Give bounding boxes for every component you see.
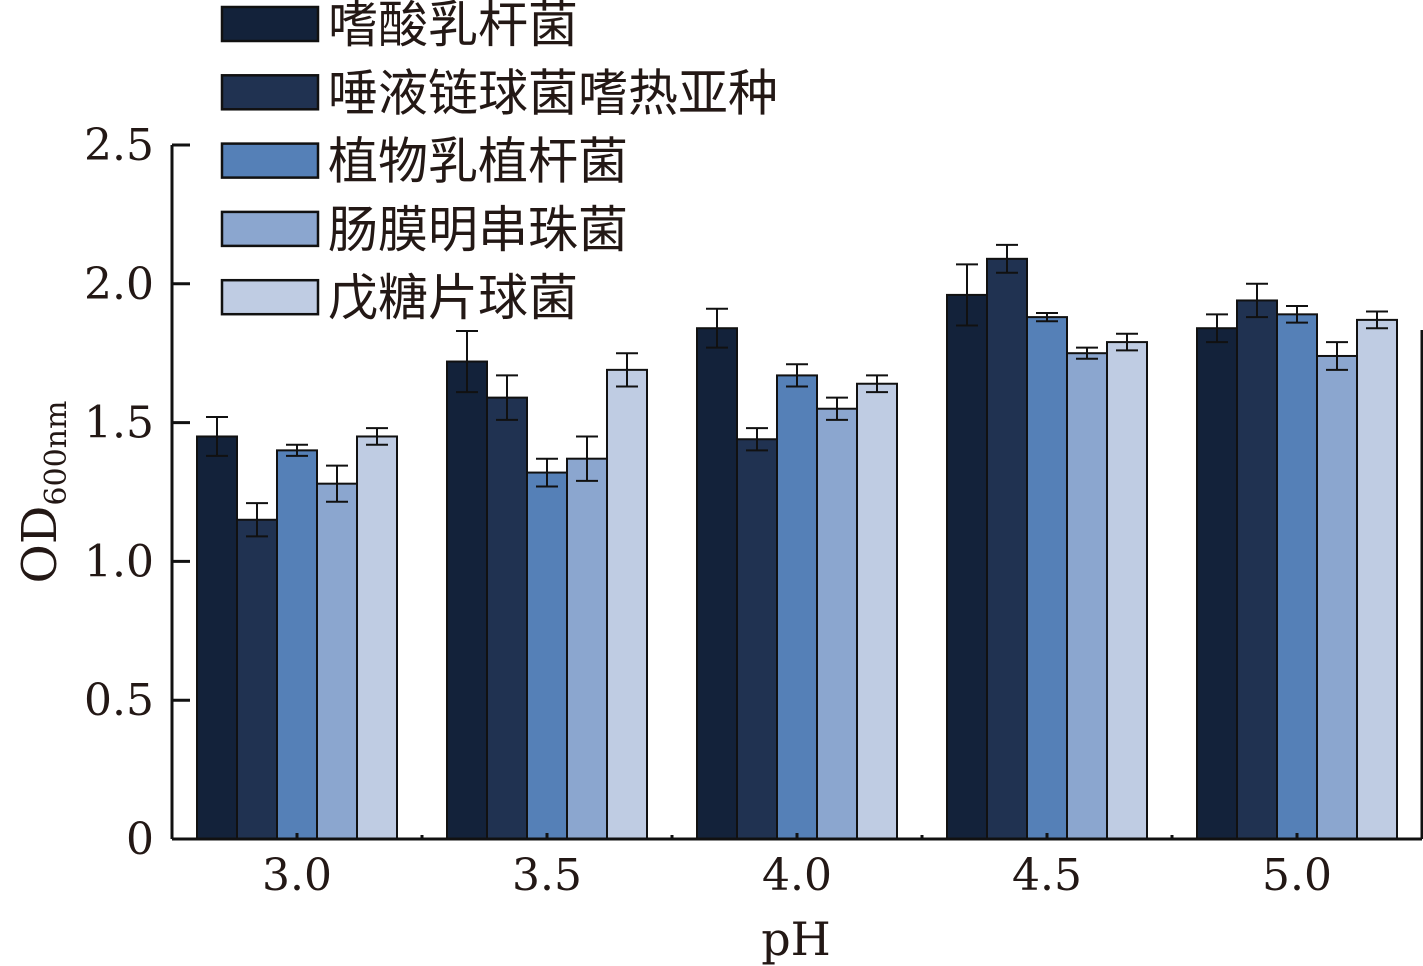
- bar: [1196, 327, 1238, 840]
- y-tick-label: 1.0: [84, 536, 154, 587]
- bar: [196, 435, 238, 840]
- bars-layer: [196, 243, 1398, 841]
- bar: [736, 438, 778, 840]
- bar: [946, 293, 988, 840]
- bar: [816, 407, 858, 840]
- bar: [236, 518, 278, 840]
- x-tick-label: 4.0: [762, 850, 832, 901]
- bar: [1026, 316, 1068, 840]
- legend-label: 唾液链球菌嗜热亚种: [328, 64, 778, 122]
- y-tick-label: 1.5: [84, 398, 154, 449]
- bar: [1066, 352, 1108, 840]
- y-tick-label: 2.5: [84, 120, 154, 171]
- y-axis-label-subscript: 600nm: [39, 401, 74, 506]
- bar: [486, 396, 528, 840]
- legend-swatch: [220, 142, 320, 179]
- bar: [1106, 341, 1148, 840]
- y-tick-label: 0: [126, 814, 154, 865]
- bar: [776, 374, 818, 840]
- x-axis-label: pH: [761, 912, 831, 966]
- x-tick-label: 5.0: [1262, 850, 1332, 901]
- bar: [1316, 354, 1358, 840]
- y-axis-label: OD600nm: [12, 401, 74, 584]
- legend-swatch: [220, 5, 320, 43]
- legend-label: 戊糖片球菌: [328, 269, 578, 327]
- bar: [856, 382, 898, 840]
- y-axis-label-main: OD: [12, 506, 68, 584]
- bar: [526, 471, 568, 840]
- bar: [1276, 313, 1318, 840]
- legend-swatch: [220, 210, 320, 248]
- y-tick-label: 0.5: [84, 675, 154, 726]
- x-tick-label: 3.5: [512, 850, 582, 901]
- legend-label: 植物乳植杆菌: [328, 133, 628, 191]
- axes-layer: 3.0 3.5 4.0 4.5 5.0 0 0.5 1.0 1.5 2.0 2.5: [84, 120, 1423, 901]
- legend-label: 嗜酸乳杆菌: [328, 0, 578, 54]
- y-tick-label: 2.0: [84, 259, 154, 310]
- x-tick-label: 4.5: [1012, 850, 1082, 901]
- bar: [606, 368, 648, 840]
- bar: [1236, 299, 1278, 840]
- legend-swatch: [220, 74, 320, 111]
- bar: [276, 449, 318, 840]
- bar: [696, 327, 738, 840]
- svg-text:OD600nm: OD600nm: [12, 401, 74, 584]
- bar: [316, 482, 358, 840]
- bar: [356, 435, 398, 840]
- x-tick-label: 3.0: [262, 850, 332, 901]
- bar: [566, 457, 608, 840]
- bar: [1356, 318, 1398, 840]
- legend-swatch: [220, 278, 320, 316]
- bar: [446, 360, 488, 840]
- bar: [986, 257, 1028, 841]
- legend-label: 肠膜明串珠菌: [328, 201, 628, 259]
